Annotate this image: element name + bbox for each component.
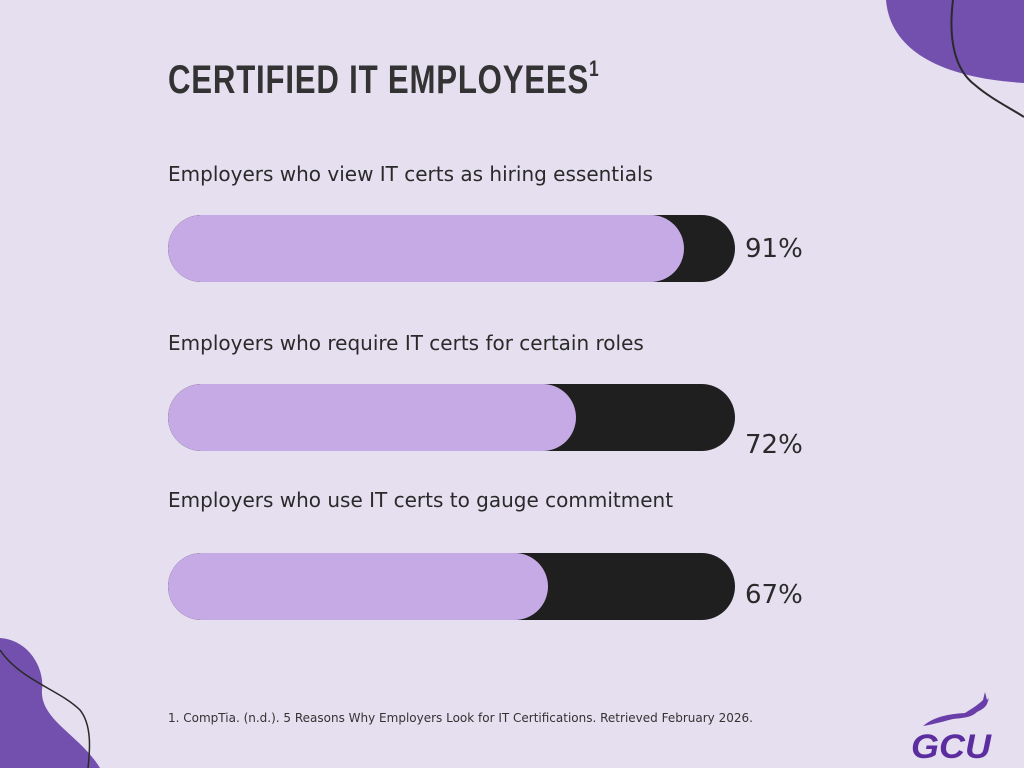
svg-text:GCU: GCU bbox=[911, 728, 993, 763]
bar-fill-1 bbox=[168, 215, 684, 282]
top-right-blob bbox=[886, 0, 1024, 83]
bar-track-1 bbox=[168, 215, 735, 282]
bottom-left-blob bbox=[0, 638, 100, 768]
bar-track-2 bbox=[168, 384, 735, 451]
page-title: CERTIFIED IT EMPLOYEES1 bbox=[168, 56, 600, 103]
bar-value-2: 72% bbox=[745, 430, 803, 460]
bar-fill-3 bbox=[168, 553, 548, 620]
title-text: CERTIFIED IT EMPLOYEES bbox=[168, 58, 590, 102]
footnote: 1. CompTia. (n.d.). 5 Reasons Why Employ… bbox=[168, 711, 753, 725]
top-right-line bbox=[950, 0, 1024, 118]
gcu-logo: GCU bbox=[911, 692, 993, 763]
bottom-left-line bbox=[0, 649, 91, 768]
bar-label-2: Employers who require IT certs for certa… bbox=[168, 331, 644, 355]
bar-fill-2 bbox=[168, 384, 577, 451]
title-superscript: 1 bbox=[589, 56, 600, 81]
bar-track-3 bbox=[168, 553, 735, 620]
bar-value-3: 67% bbox=[745, 580, 803, 610]
bar-label-1: Employers who view IT certs as hiring es… bbox=[168, 162, 653, 186]
bar-value-1: 91% bbox=[745, 234, 803, 264]
bar-label-3: Employers who use IT certs to gauge comm… bbox=[168, 488, 674, 512]
antelope-icon bbox=[923, 692, 989, 726]
